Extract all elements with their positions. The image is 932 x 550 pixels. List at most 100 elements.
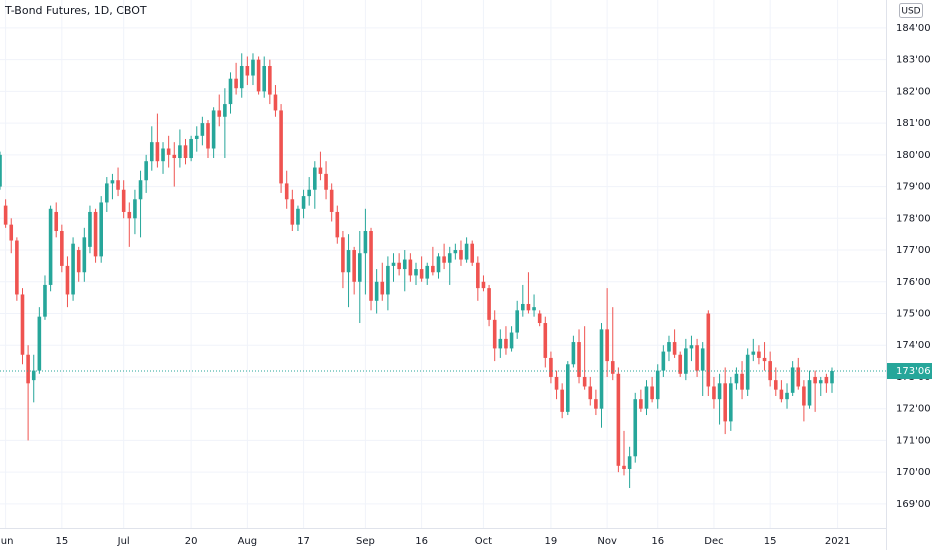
x-tick-label: 15	[55, 536, 68, 547]
candle-body	[431, 265, 435, 273]
candle-body	[425, 265, 430, 279]
candle-body	[183, 145, 188, 159]
candle-body	[369, 231, 373, 301]
candle-body	[655, 370, 660, 400]
candle-body	[639, 399, 643, 409]
candle-body	[374, 281, 379, 301]
candle-body	[470, 243, 475, 263]
candle-body	[144, 161, 148, 181]
candle-body	[616, 373, 621, 466]
candle-body	[318, 167, 323, 174]
x-tick-label: Aug	[238, 536, 258, 547]
candle-body	[565, 364, 570, 412]
candle-body	[228, 78, 233, 105]
y-tick-label: 172'00	[896, 404, 931, 415]
candle-body	[307, 189, 311, 197]
candle-body	[3, 205, 8, 225]
y-tick-label: 174'00	[896, 340, 931, 351]
candle-body	[76, 250, 81, 273]
candle-body	[105, 183, 109, 203]
candle-body	[605, 329, 609, 362]
candle-body	[745, 354, 750, 390]
candle-body	[26, 354, 30, 384]
candle-body	[560, 389, 564, 412]
candle-body	[284, 183, 289, 200]
candle-body	[155, 142, 160, 162]
candle-body	[290, 199, 295, 225]
candle-body	[346, 250, 351, 273]
chart-title: T-Bond Futures, 1D, CBOT	[4, 4, 147, 17]
candle-body	[352, 250, 356, 282]
candle-body	[71, 243, 75, 295]
last-price-box	[887, 363, 932, 380]
x-tick-label: 16	[651, 536, 664, 547]
candle-body	[149, 142, 154, 162]
candle-body	[773, 380, 778, 390]
candle-body	[335, 211, 340, 238]
last-price-label: 173'06	[896, 366, 931, 377]
candle-body	[279, 110, 283, 184]
candle-body	[324, 173, 328, 190]
y-tick-label: 179'00	[896, 182, 931, 193]
x-tick-label: Oct	[475, 536, 492, 547]
candle-body	[599, 329, 604, 409]
candle-body	[408, 259, 413, 276]
currency-label[interactable]: USD	[901, 7, 920, 17]
candle-body	[397, 262, 401, 270]
candle-body	[712, 386, 716, 400]
candle-body	[43, 284, 47, 317]
candle-body	[667, 342, 671, 352]
candle-body	[498, 338, 503, 349]
x-tick-label: Nov	[597, 536, 617, 547]
candle-body	[99, 202, 103, 257]
x-tick-label: 15	[764, 536, 777, 547]
candle-body	[138, 180, 143, 200]
candle-body	[689, 345, 694, 349]
candle-body	[492, 319, 497, 349]
candle-body	[481, 281, 486, 289]
candle-body	[779, 389, 784, 400]
y-tick-label: 183'00	[896, 55, 931, 66]
y-tick-label: 170'00	[896, 467, 931, 478]
candle-body	[251, 59, 255, 76]
x-tick-label: Sep	[356, 536, 375, 547]
candle-body	[515, 310, 519, 333]
candle-body	[436, 256, 441, 273]
candle-body	[678, 354, 683, 374]
candle-body	[273, 94, 278, 111]
currency-box[interactable]	[899, 3, 923, 18]
candles	[0, 53, 886, 489]
y-tick-label: 180'00	[896, 150, 931, 161]
candle-body	[20, 294, 25, 355]
y-tick-label: 182'00	[896, 86, 931, 97]
candle-body	[543, 323, 548, 358]
candle-body	[740, 373, 744, 390]
candle-body	[419, 269, 424, 279]
candle-body	[161, 148, 165, 162]
candle-body	[661, 351, 666, 371]
candle-body	[357, 253, 362, 282]
x-tick-label: Dec	[704, 536, 723, 547]
candle-body	[622, 465, 626, 469]
candle-body	[700, 348, 705, 371]
candle-body	[301, 196, 306, 209]
candle-body	[65, 265, 70, 295]
candle-body	[734, 373, 739, 384]
candle-body	[790, 367, 795, 393]
candle-body	[15, 240, 19, 295]
candle-body	[509, 332, 514, 349]
candle-body	[37, 316, 42, 371]
candle-body	[526, 303, 531, 311]
candle-body	[459, 250, 463, 260]
candle-body	[796, 367, 801, 387]
y-tick-label: 181'00	[896, 118, 931, 129]
y-tick-label: 171'00	[896, 435, 931, 446]
candle-body	[391, 262, 396, 266]
x-tick-label: 20	[185, 536, 198, 547]
candle-body	[414, 269, 418, 276]
candle-body	[88, 211, 92, 247]
candle-body	[194, 135, 199, 139]
candle-body	[487, 288, 491, 320]
candle-body	[610, 361, 615, 374]
candle-body	[768, 361, 772, 381]
